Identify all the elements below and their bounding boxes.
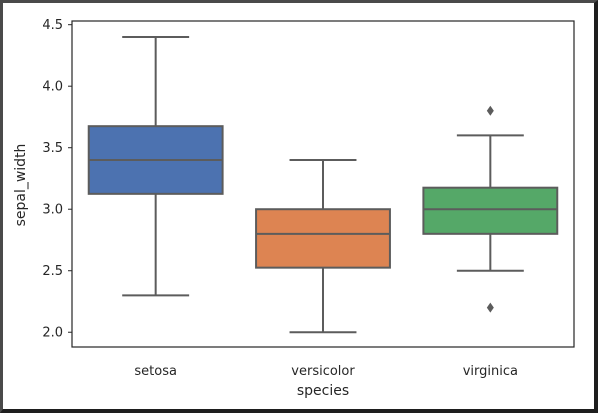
y-tick-label-2.0: 2.0 xyxy=(42,326,63,341)
y-tick-label-4.0: 4.0 xyxy=(42,80,63,95)
outlier-virginica-0 xyxy=(486,105,494,116)
iqr-box-versicolor xyxy=(255,208,391,269)
box-versicolor xyxy=(255,159,391,334)
boxes-layer xyxy=(87,35,559,334)
x-axis-label: species xyxy=(297,383,349,399)
y-ticks: 2.0 2.5 3.0 3.5 4.0 4.5 xyxy=(42,18,72,341)
box-setosa xyxy=(87,35,224,297)
x-tick-label-versicolor: versicolor xyxy=(291,364,355,379)
y-tick-label-3.5: 3.5 xyxy=(42,141,63,156)
y-axis-label: sepal_width xyxy=(13,144,29,227)
y-tick-label-4.5: 4.5 xyxy=(42,18,63,33)
y-tick-label-3.0: 3.0 xyxy=(42,203,63,218)
x-tick-label-setosa: setosa xyxy=(134,364,177,379)
x-tick-label-virginica: virginica xyxy=(463,364,518,379)
iqr-box-virginica xyxy=(422,186,559,235)
x-ticks: setosa versicolor virginica xyxy=(134,364,518,379)
outlier-virginica-1 xyxy=(486,302,494,313)
plot-frame xyxy=(71,20,575,348)
y-tick-label-2.5: 2.5 xyxy=(42,264,63,279)
box-virginica xyxy=(422,105,559,313)
boxplot-chart: 2.0 2.5 3.0 3.5 4.0 4.5 setosa versicolor virgi… xyxy=(13,18,575,399)
